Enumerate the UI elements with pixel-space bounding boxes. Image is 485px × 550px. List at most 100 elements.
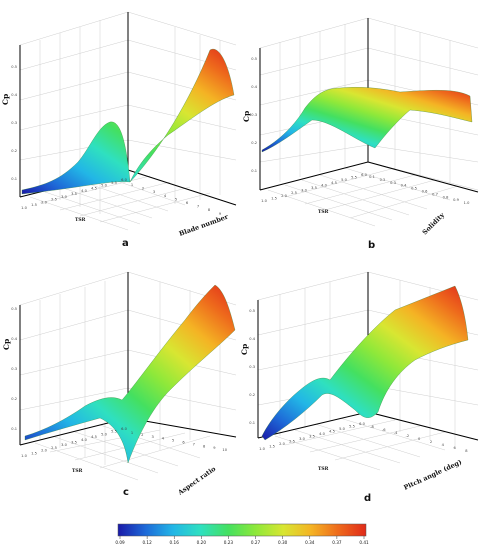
colorbar-tick-label: 0.27 xyxy=(251,540,261,545)
y-tick-label: -2 xyxy=(406,434,410,438)
x-tick-label: 4.0 xyxy=(81,438,87,442)
panel-b-xlabel: TSR xyxy=(318,209,329,215)
z-tick-label: 0.4 xyxy=(11,337,17,341)
x-tick-label: 3.5 xyxy=(309,435,315,439)
y-tick-label: 8 xyxy=(203,444,206,448)
y-tick-label: 0.5 xyxy=(411,187,417,191)
z-tick-label: 0.3 xyxy=(251,113,257,117)
panel-a-surface xyxy=(21,48,235,195)
z-tick-label: 0.1 xyxy=(11,177,17,181)
y-tick-label: 4 xyxy=(164,194,167,198)
y-tick-label: 0.1 xyxy=(369,175,375,179)
z-tick-label: 0.5 xyxy=(251,57,257,61)
x-tick-label: 2.5 xyxy=(289,440,295,444)
z-tick-label: 0.3 xyxy=(11,367,17,371)
panel-c-ylabel: Aspect ratio xyxy=(176,464,218,497)
panel-c-ticks: 0.1 0.2 0.3 0.4 0.5 1.0 1.5 2.0 2.5 3.0 3.5 4.0 4.5 5… xyxy=(11,307,227,458)
x-tick-label: 2.0 xyxy=(41,449,47,453)
x-tick-label: 1.0 xyxy=(259,447,265,451)
x-tick-label: 5.0 xyxy=(101,184,107,188)
panel-d-surface xyxy=(261,285,469,441)
colorbar-tick-label: 0.16 xyxy=(170,540,180,545)
x-tick-label: 3.5 xyxy=(311,186,317,190)
x-tick-label: 4.0 xyxy=(81,189,87,193)
z-tick-label: 0.5 xyxy=(11,65,17,69)
x-tick-label: 3.5 xyxy=(71,192,77,196)
colorbar-gradient xyxy=(117,523,367,537)
x-tick-label: 2.0 xyxy=(281,194,287,198)
x-tick-label: 2.0 xyxy=(279,442,285,446)
y-tick-label: 1 xyxy=(131,431,133,435)
panel-b-letter: b xyxy=(368,240,376,251)
y-tick-label: 0.9 xyxy=(453,198,459,202)
colorbar-tick-label: 0.41 xyxy=(359,540,369,545)
x-tick-label: 1.0 xyxy=(261,199,267,203)
colorbar-tick-label: 0.20 xyxy=(197,540,207,545)
x-tick-label: 1.5 xyxy=(31,203,37,207)
y-tick-label: 9 xyxy=(213,446,216,450)
x-tick-label: 1.5 xyxy=(269,445,275,449)
x-tick-label: 3.0 xyxy=(61,443,67,447)
y-tick-label: 4 xyxy=(162,437,165,441)
z-tick-label: 0.4 xyxy=(249,337,255,341)
panel-c-letter: c xyxy=(123,487,129,498)
y-tick-label: 2 xyxy=(430,440,432,444)
colorbar-tick-label: 0.37 xyxy=(332,540,342,545)
z-tick-label: 0.1 xyxy=(249,421,255,425)
x-tick-label: 4.5 xyxy=(329,430,335,434)
y-tick-label: 1.0 xyxy=(464,201,470,205)
colorbar-tick-label: 0.30 xyxy=(278,540,288,545)
y-tick-label: 7 xyxy=(193,442,195,446)
x-tick-label: 3.0 xyxy=(301,189,307,193)
x-tick-label: 5.5 xyxy=(349,425,355,429)
x-tick-label: 6.0 xyxy=(121,427,127,431)
z-tick-label: 0.4 xyxy=(251,85,257,89)
x-tick-label: 5.5 xyxy=(111,181,117,185)
x-tick-label: 3.0 xyxy=(299,437,305,441)
panel-c-zlabel: Cp xyxy=(2,339,11,350)
panel-b-ylabel: Solidity xyxy=(421,211,446,236)
colorbar-ticks: 0.09 0.12 0.16 0.20 0.23 0.27 0.30 0.34 0.37 0.41 xyxy=(115,536,369,545)
y-tick-label: 0.6 xyxy=(422,190,428,194)
y-tick-label: 0.2 xyxy=(380,178,386,182)
colorbar-tick-label: 0.12 xyxy=(142,540,152,545)
y-tick-label: 0.4 xyxy=(401,184,407,188)
y-tick-label: 8 xyxy=(208,208,211,212)
y-tick-label: 2 xyxy=(141,433,143,437)
z-tick-label: 0.1 xyxy=(251,169,257,173)
y-tick-label: 0.3 xyxy=(390,181,396,185)
y-tick-label: 0.8 xyxy=(443,195,449,199)
panel-b-chart: Cp Solidity TSR 0.1 0.2 0.3 0.4 0.5 1.0 1.5 2.0… xyxy=(242,17,479,236)
y-tick-label: 1 xyxy=(131,183,133,187)
panel-b-ticks: 0.1 0.2 0.3 0.4 0.5 1.0 1.5 2.0 2.5 3.0 3.5 4.0 4.5 5… xyxy=(251,57,470,205)
panel-b-axes xyxy=(259,18,479,193)
x-tick-label: 1.5 xyxy=(31,451,37,455)
x-tick-label: 2.5 xyxy=(51,198,57,202)
panel-d-chart: Cp Pitch angle (deg) TSR 0.1 0.2 0.3 0.4 0.5… xyxy=(240,271,479,492)
y-tick-label: 10 xyxy=(222,448,227,452)
z-tick-label: 0.2 xyxy=(11,397,17,401)
y-tick-label: 6 xyxy=(186,201,189,205)
y-tick-label: 7 xyxy=(197,205,199,209)
y-tick-label: 2 xyxy=(142,187,144,191)
panel-d-letter: d xyxy=(364,493,372,504)
y-tick-label: 5 xyxy=(175,197,177,201)
panel-b-zlabel: Cp xyxy=(242,111,251,122)
colorbar-tick-label: 0.09 xyxy=(115,540,125,545)
y-tick-label: -4 xyxy=(394,431,398,435)
panel-a-xlabel: TSR xyxy=(75,217,86,223)
z-tick-label: 0.2 xyxy=(11,149,17,153)
x-tick-label: 5.0 xyxy=(341,178,347,182)
z-tick-label: 0.5 xyxy=(249,309,255,313)
y-tick-label: 0.7 xyxy=(432,192,438,196)
x-tick-label: 5.5 xyxy=(111,430,117,434)
x-tick-label: 1.5 xyxy=(271,196,277,200)
z-tick-label: 0.3 xyxy=(249,365,255,369)
y-tick-label: -6 xyxy=(382,428,386,432)
x-tick-label: 4.0 xyxy=(321,183,327,187)
x-tick-label: 4.5 xyxy=(91,435,97,439)
x-tick-label: 5.0 xyxy=(101,432,107,436)
x-tick-label: 5.5 xyxy=(351,176,357,180)
panel-a-zlabel: Cp xyxy=(1,94,10,105)
y-tick-label: 9 xyxy=(219,212,222,216)
